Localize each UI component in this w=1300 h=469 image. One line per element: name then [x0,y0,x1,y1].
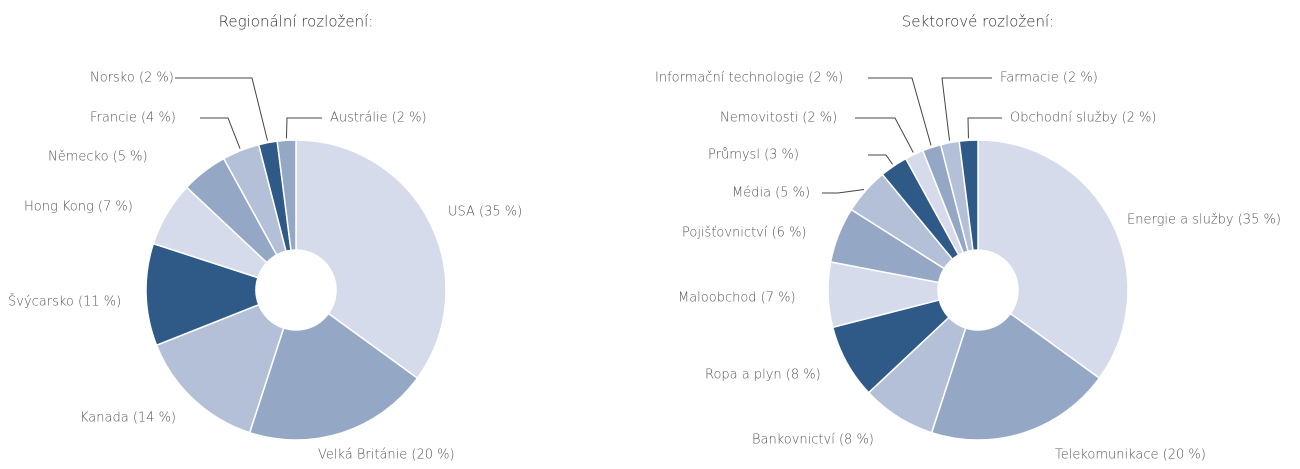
slice-label: USA (35 %) [448,205,522,220]
slice [295,139,447,380]
slice-label: Švýcarsko (11 %) [8,294,121,310]
leader-line [200,117,241,149]
leader-line [285,117,322,139]
slice [958,139,979,252]
slice-label: Energie a služby (35 %) [1127,213,1281,228]
leader-line [822,188,865,194]
chart-title: Regionální rozložení: [219,13,374,31]
slice-label: Bankovnictví (8 %) [752,433,874,448]
chart-title: Sektorové rozložení: [902,13,1054,31]
slice-label: Francie (4 %) [90,111,176,126]
slice-label: Ropa a plyn (8 %) [705,368,821,383]
slice-label: Pojišťovnictví (6 %) [682,226,807,241]
slice-label: Maloobchod (7 %) [678,291,796,306]
slice [276,139,297,252]
leader-line [175,77,269,141]
slice-label: Kanada (14 %) [80,411,176,426]
slice [977,139,1129,380]
slice-label: Informační technologie (2 %) [655,71,843,86]
leader-line [855,117,914,153]
leader-line [868,154,893,165]
slice [930,312,1101,441]
leader-line [967,117,1002,139]
slice-label: Hong Kong (7 %) [24,200,133,215]
slice-label: Velká Británie (20 %) [318,448,455,463]
slice-label: Nemovitosti (2 %) [720,111,837,126]
slice-label: Průmysl (3 %) [708,148,799,163]
slice-label: Telekomunikace (20 %) [1055,448,1206,463]
slice-label: Norsko (2 %) [90,71,174,86]
leader-line [868,77,932,146]
slice-label: Farmacie (2 %) [1000,71,1098,86]
slice-label: Austrálie (2 %) [330,111,427,126]
slice-label: Německo (5 %) [48,150,148,165]
slice [248,312,419,441]
slice [155,303,285,434]
leader-line [941,77,992,141]
slice-label: Obchodní služby (2 %) [1010,111,1157,126]
slice-label: Média (5 %) [732,186,810,201]
